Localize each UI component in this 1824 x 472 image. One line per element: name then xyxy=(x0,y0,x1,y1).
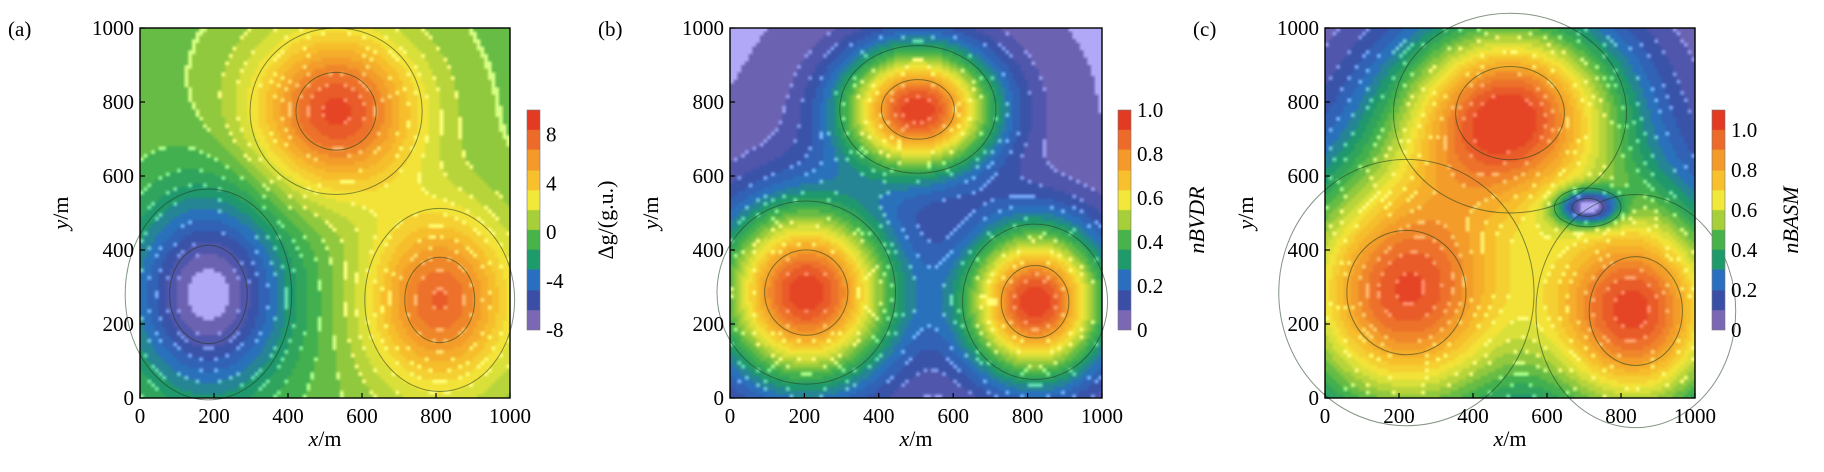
heatmap-image xyxy=(140,28,510,398)
x-tick-label: 400 xyxy=(863,404,895,428)
panel-label: (b) xyxy=(598,17,623,41)
colorbar xyxy=(527,110,540,330)
colorbar-tick-label: 1.0 xyxy=(1137,98,1163,122)
colorbar-tick-label: 0.4 xyxy=(1137,230,1164,254)
plot-frame xyxy=(729,27,1103,399)
plot-frame xyxy=(139,27,511,399)
x-tick-label: 800 xyxy=(1605,404,1637,428)
colorbar-frame xyxy=(1117,109,1132,331)
x-tick-label: 200 xyxy=(198,404,230,428)
colorbar-tick-label: 0.6 xyxy=(1731,198,1757,222)
panel-b: 0 200 400 600 800 1000 0 200 400 600 800 1000 x/m y/m… xyxy=(598,16,1209,451)
contour-line xyxy=(962,223,1109,380)
y-tick-label: 200 xyxy=(103,312,135,336)
x-tick-label: 400 xyxy=(272,404,304,428)
y-tick-label: 400 xyxy=(693,238,725,262)
x-tick-label: 600 xyxy=(1531,404,1563,428)
y-tick-label: 0 xyxy=(1309,386,1320,410)
x-tick-label: 1000 xyxy=(489,404,531,428)
colorbar-tick-label: 1.0 xyxy=(1731,118,1757,142)
x-tick-label: 800 xyxy=(420,404,452,428)
x-tick-label: 600 xyxy=(346,404,378,428)
contour-line xyxy=(1392,12,1628,214)
x-axis-label: x/m xyxy=(899,426,933,451)
colorbar-tick-label: 0.8 xyxy=(1731,158,1757,182)
y-tick-label: 800 xyxy=(1288,90,1320,114)
x-tick-label: 400 xyxy=(1457,404,1489,428)
y-tick-label: 0 xyxy=(124,386,135,410)
y-tick-label: 200 xyxy=(693,312,725,336)
y-axis-label: y/m xyxy=(1233,197,1258,232)
contour-line xyxy=(1535,193,1737,429)
colorbar-tick-label: 0.4 xyxy=(1731,238,1758,262)
colorbar-frame xyxy=(1711,109,1726,331)
contour-line xyxy=(169,244,248,345)
contour-line xyxy=(295,71,377,151)
contour-line xyxy=(364,207,516,393)
y-tick-label: 800 xyxy=(103,90,135,114)
x-tick-label: 1000 xyxy=(1674,404,1716,428)
contour-line xyxy=(404,256,476,344)
panel-label: (c) xyxy=(1193,17,1216,41)
x-tick-label: 200 xyxy=(789,404,821,428)
colorbar-label: Δg/(g.u.) xyxy=(593,181,618,260)
colorbar-tick-label: 0.8 xyxy=(1137,142,1163,166)
colorbar xyxy=(1712,110,1725,330)
contour-line xyxy=(1553,187,1622,228)
panel-label: (a) xyxy=(8,17,31,41)
contour-line xyxy=(716,200,897,385)
contour-line xyxy=(1278,158,1535,427)
y-tick-label: 0 xyxy=(714,386,725,410)
x-tick-label: 0 xyxy=(1320,404,1331,428)
colorbar-frame xyxy=(526,109,541,331)
colorbar-tick-label: 0 xyxy=(1137,318,1148,342)
x-tick-label: 0 xyxy=(135,404,146,428)
colorbar-tick-label: 0.6 xyxy=(1137,186,1163,210)
contour-line xyxy=(1571,197,1604,218)
contour-line xyxy=(839,45,997,174)
x-tick-label: 0 xyxy=(725,404,736,428)
x-axis-label: x/m xyxy=(308,426,342,451)
colorbar-tick-label: -4 xyxy=(546,269,564,293)
colorbar-tick-label: 4 xyxy=(546,171,557,195)
colorbar-tick-label: -8 xyxy=(546,318,564,342)
colorbar-tick-label: 0.2 xyxy=(1137,274,1163,298)
y-tick-label: 400 xyxy=(1288,238,1320,262)
colorbar-tick-label: 8 xyxy=(546,122,557,146)
contour-line xyxy=(880,79,955,140)
contour-line xyxy=(1588,256,1683,366)
x-tick-label: 800 xyxy=(1012,404,1044,428)
y-tick-label: 600 xyxy=(1288,164,1320,188)
colorbar-tick-label: 0 xyxy=(1731,318,1742,342)
plot-frame xyxy=(1324,27,1696,399)
y-tick-label: 200 xyxy=(1288,312,1320,336)
contour-line xyxy=(1000,265,1070,339)
x-axis-label: x/m xyxy=(1493,426,1527,451)
x-tick-label: 200 xyxy=(1383,404,1415,428)
y-tick-label: 1000 xyxy=(1277,16,1319,40)
panel-c: 0 200 400 600 800 1000 0 200 400 600 800 1000 x/m y/m… xyxy=(1193,12,1803,451)
y-tick-label: 1000 xyxy=(682,16,724,40)
x-tick-label: 600 xyxy=(937,404,969,428)
colorbar-tick-label: 0 xyxy=(546,220,557,244)
x-tick-label: 1000 xyxy=(1081,404,1123,428)
y-axis-label: y/m xyxy=(638,197,663,232)
colorbar xyxy=(1118,110,1131,330)
y-tick-label: 600 xyxy=(103,164,135,188)
colorbar-tick-label: 0.2 xyxy=(1731,278,1757,302)
colorbar-label: nBASM xyxy=(1778,185,1803,254)
panel-a: 0 200 400 600 800 1000 0 200 400 600 800 1000 x/m y/m… xyxy=(8,16,618,451)
contour-line xyxy=(1346,229,1467,356)
heatmap-image xyxy=(730,28,1102,398)
contour-line xyxy=(1455,65,1565,161)
y-axis-label: y/m xyxy=(48,197,73,232)
y-tick-label: 800 xyxy=(693,90,725,114)
y-tick-label: 400 xyxy=(103,238,135,262)
y-tick-label: 600 xyxy=(693,164,725,188)
contour-line xyxy=(124,188,293,401)
colorbar-label: nBVDR xyxy=(1184,186,1209,254)
contour-line xyxy=(764,249,849,336)
y-tick-label: 1000 xyxy=(92,16,134,40)
